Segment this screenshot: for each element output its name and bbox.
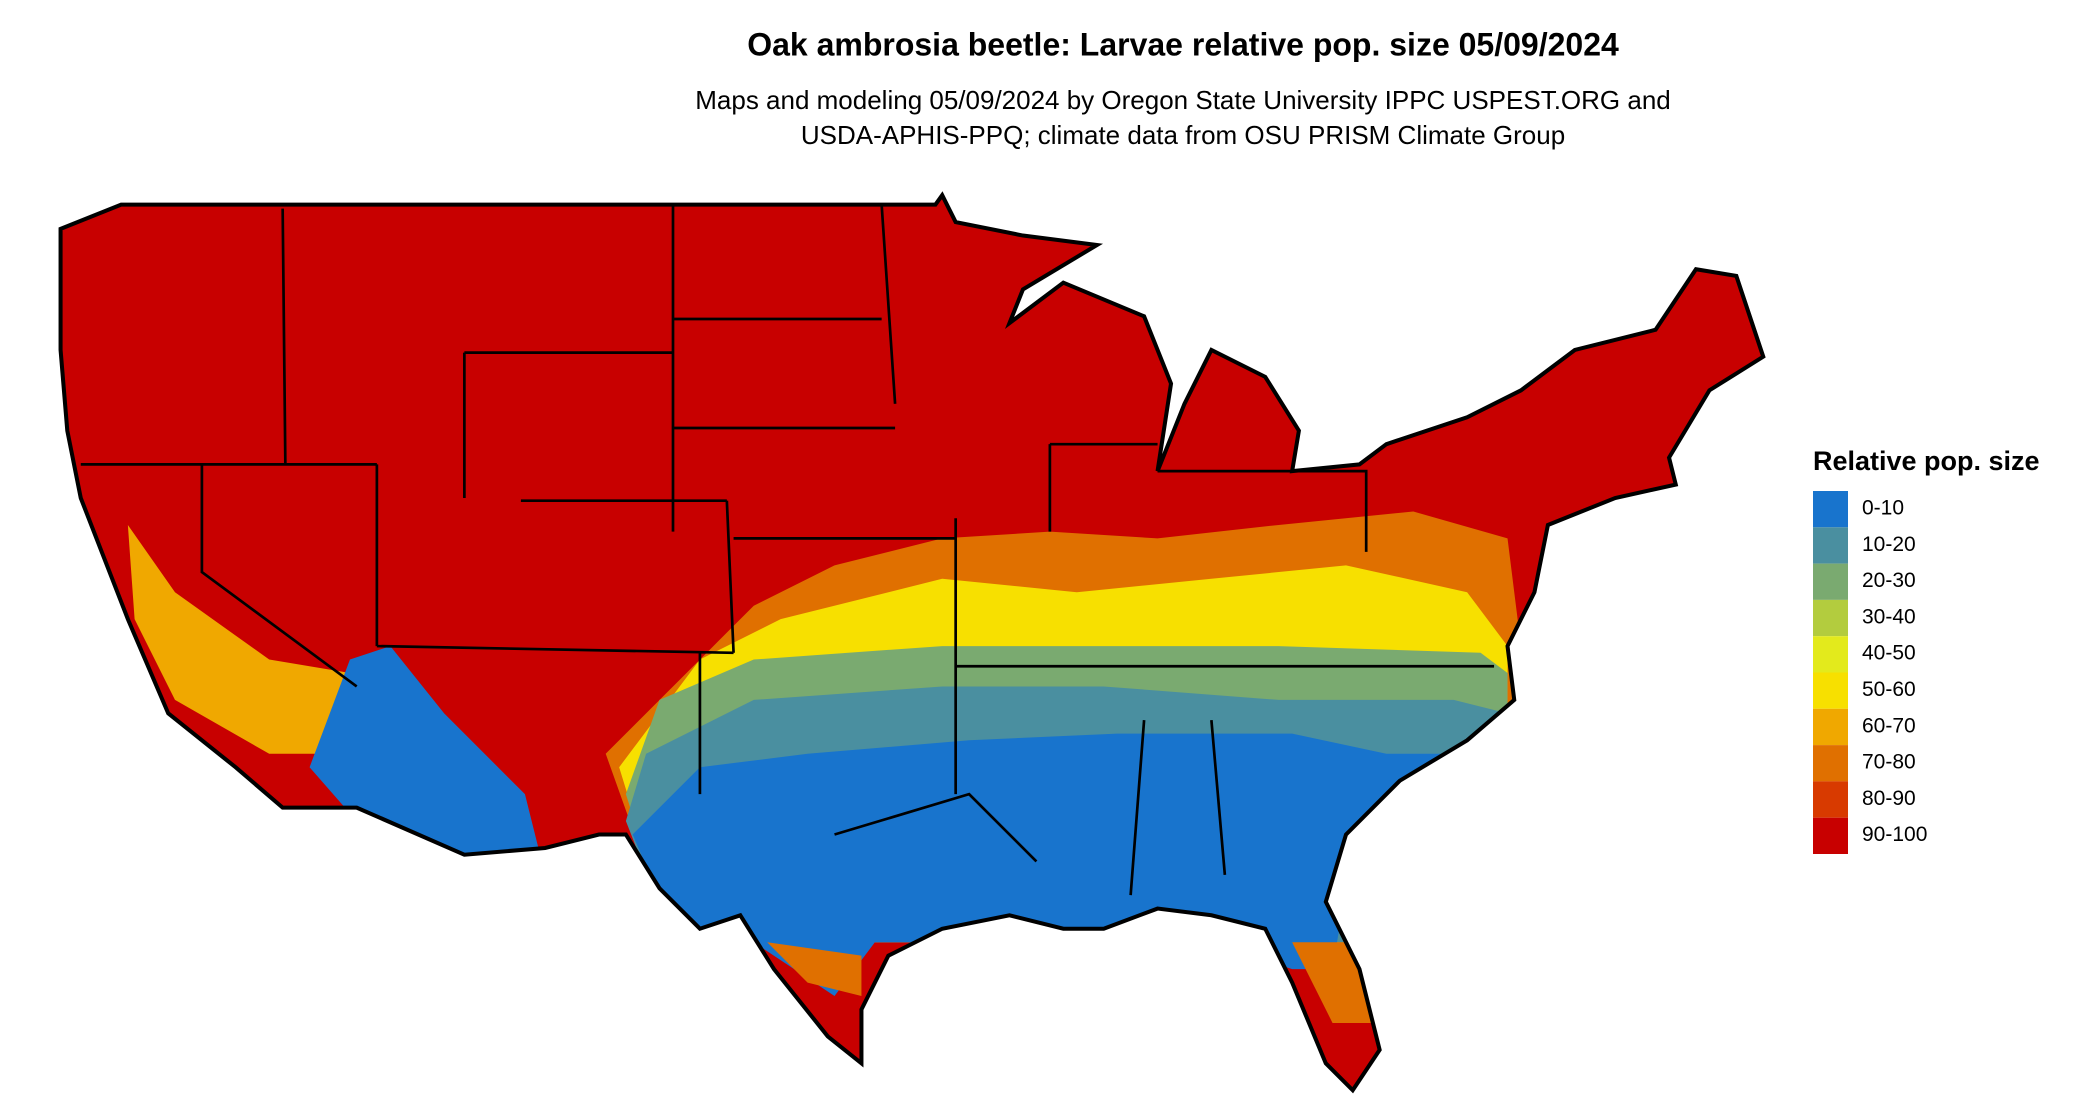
legend-label: 30-40 [1862, 605, 1916, 628]
legend-label: 20-30 [1862, 569, 1916, 592]
legend-swatch [1813, 563, 1848, 600]
legend-title: Relative pop. size [1813, 446, 2040, 476]
legend-label: 10-20 [1862, 533, 1916, 556]
subtitle: USDA-APHIS-PPQ; climate data from OSU PR… [801, 120, 1565, 150]
legend-swatch [1813, 527, 1848, 564]
legend-label: 70-80 [1862, 751, 1916, 774]
region-band [1292, 942, 1373, 1023]
legend-swatch [1813, 491, 1848, 528]
legend-swatch [1813, 599, 1848, 637]
region-band [127, 524, 350, 754]
legend-swatch [1813, 708, 1848, 746]
legend-label: 50-60 [1862, 678, 1916, 701]
legend-swatch [1813, 745, 1848, 782]
legend-label: 60-70 [1862, 714, 1916, 737]
region-band [767, 942, 862, 997]
title: Oak ambrosia beetle: Larvae relative pop… [747, 26, 1619, 62]
legend-label: 80-90 [1862, 787, 1916, 810]
legend: 0-10 10-20 20-30 30-40 40-50 50-60 60-70 70-80 8… [1813, 491, 1927, 854]
region-band [632, 726, 1508, 997]
legend-label: 40-50 [1862, 642, 1916, 665]
region-band [309, 646, 539, 862]
state-borders [80, 204, 1495, 896]
subtitle: Maps and modeling 05/09/2024 by Oregon S… [695, 85, 1671, 115]
legend-swatch [1813, 817, 1848, 854]
legend-label: 0-10 [1862, 497, 1904, 520]
legend-swatch [1813, 781, 1848, 818]
legend-swatch [1813, 672, 1848, 709]
legend-label: 90-100 [1862, 823, 1927, 846]
legend-swatch [1813, 636, 1848, 673]
map [61, 195, 1764, 1090]
